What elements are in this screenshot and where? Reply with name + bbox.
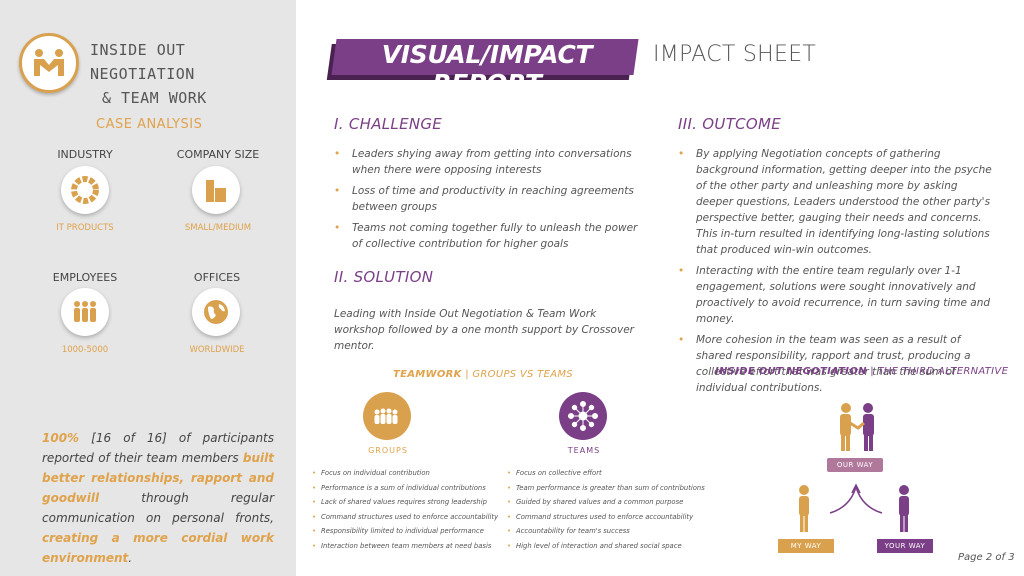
list-item: Command structures used to enforce accou… xyxy=(507,510,707,525)
sidebar: INSIDE OUT NEGOTIATION & TEAM WORK CASE … xyxy=(0,0,296,576)
list-item: Interacting with the entire team regular… xyxy=(678,263,996,327)
converging-arrows-icon xyxy=(829,483,883,514)
list-item: Accountability for team's success xyxy=(507,524,707,539)
program-title-line2: & TEAM WORK xyxy=(102,89,207,107)
list-item: Teams not coming together fully to unlea… xyxy=(334,220,646,252)
program-title: INSIDE OUT NEGOTIATION & TEAM WORK xyxy=(90,38,290,110)
list-item: Leaders shying away from getting into co… xyxy=(334,146,646,178)
employees-label: EMPLOYEES xyxy=(52,271,118,284)
negotiation-heading-rest: THE THIRD ALTERNATIVE xyxy=(877,366,1009,377)
teams-network-icon xyxy=(559,392,607,440)
list-item: By applying Negotiation concepts of gath… xyxy=(678,146,996,258)
our-way-tag: OUR WAY xyxy=(827,458,883,472)
industry-gear-icon xyxy=(61,166,109,214)
summary-percent: 100% xyxy=(42,431,80,445)
negotiation-heading: INSIDE OUT NEGOTIATION | THE THIRD ALTER… xyxy=(715,366,1008,377)
teamwork-heading-rest: GROUPS VS TEAMS xyxy=(472,369,573,380)
results-summary: 100% [16 of 16] of participants reported… xyxy=(42,428,274,568)
list-item: More cohesion in the team was seen as a … xyxy=(678,332,996,396)
summary-text-1: [16 of 16] of participants reported of t… xyxy=(42,431,274,465)
company-size-label: COMPANY SIZE xyxy=(176,148,260,161)
solution-heading: II. SOLUTION xyxy=(334,268,434,286)
building-icon xyxy=(192,166,240,214)
people-icon xyxy=(61,288,109,336)
employees-value: 1000-5000 xyxy=(61,345,109,355)
list-item: Command structures used to enforce accou… xyxy=(312,510,502,525)
third-alternative-diagram xyxy=(799,403,909,532)
program-title-line1: INSIDE OUT NEGOTIATION xyxy=(90,41,195,83)
negotiation-heading-bold: INSIDE OUT NEGOTIATION xyxy=(715,366,867,377)
teamwork-heading-bold: TEAMWORK xyxy=(393,369,462,380)
summary-text-2: through regular communication on persona… xyxy=(42,491,274,525)
teamwork-heading-sep: | xyxy=(461,369,473,380)
challenge-heading: I. CHALLENGE xyxy=(334,115,443,133)
teamwork-heading: TEAMWORK | GROUPS VS TEAMS xyxy=(393,369,573,380)
negotiation-heading-sep: | xyxy=(866,366,878,377)
summary-highlight-2: creating a more cordial work environment xyxy=(42,531,274,565)
solution-text: Leading with Inside Out Negotiation & Te… xyxy=(334,308,634,352)
handshake-figures-icon xyxy=(840,403,874,451)
outcome-heading: III. OUTCOME xyxy=(678,115,782,133)
outcome-list: By applying Negotiation concepts of gath… xyxy=(678,146,996,401)
industry-label: INDUSTRY xyxy=(57,148,113,161)
list-item: Interaction between team members at need… xyxy=(312,539,502,554)
summary-highlight-1: built better relationships, rapport and … xyxy=(42,451,274,505)
handshake-logo-icon xyxy=(19,33,79,93)
list-item: Lack of shared values requires strong le… xyxy=(312,495,502,510)
teams-label: TEAMS xyxy=(567,446,601,455)
report-title: VISUAL/IMPACT REPORT xyxy=(381,40,593,98)
groups-crowd-icon xyxy=(363,392,411,440)
your-way-figure-icon xyxy=(899,485,909,532)
list-item: Loss of time and productivity in reachin… xyxy=(334,183,646,215)
summary-text-3: . xyxy=(128,551,133,565)
page-number: Page 2 of 3 xyxy=(958,552,1015,563)
list-item: Guided by shared values and a common pur… xyxy=(507,495,707,510)
report-subtitle: IMPACT SHEET xyxy=(653,42,817,67)
list-item: Focus on individual contribution xyxy=(312,466,502,481)
offices-label: OFFICES xyxy=(193,271,241,284)
offices-value: WORLDWIDE xyxy=(189,345,245,355)
list-item: Team performance is greater than sum of … xyxy=(507,481,707,496)
list-item: Responsibility limited to individual per… xyxy=(312,524,502,539)
list-item: High level of interaction and shared soc… xyxy=(507,539,707,554)
my-way-tag: MY WAY xyxy=(778,539,834,553)
your-way-tag: YOUR WAY xyxy=(877,539,933,553)
teams-list: Focus on collective effort Team performa… xyxy=(507,466,707,554)
case-analysis-heading: CASE ANALYSIS xyxy=(96,117,203,132)
list-item: Performance is a sum of individual contr… xyxy=(312,481,502,496)
globe-icon xyxy=(192,288,240,336)
groups-list: Focus on individual contribution Perform… xyxy=(312,466,502,554)
industry-value: IT PRODUCTS xyxy=(56,223,114,233)
groups-label: GROUPS xyxy=(368,446,408,455)
list-item: Focus on collective effort xyxy=(507,466,707,481)
challenge-list: Leaders shying away from getting into co… xyxy=(334,146,646,257)
company-size-value: SMALL/MEDIUM xyxy=(184,223,252,233)
my-way-figure-icon xyxy=(799,485,809,532)
